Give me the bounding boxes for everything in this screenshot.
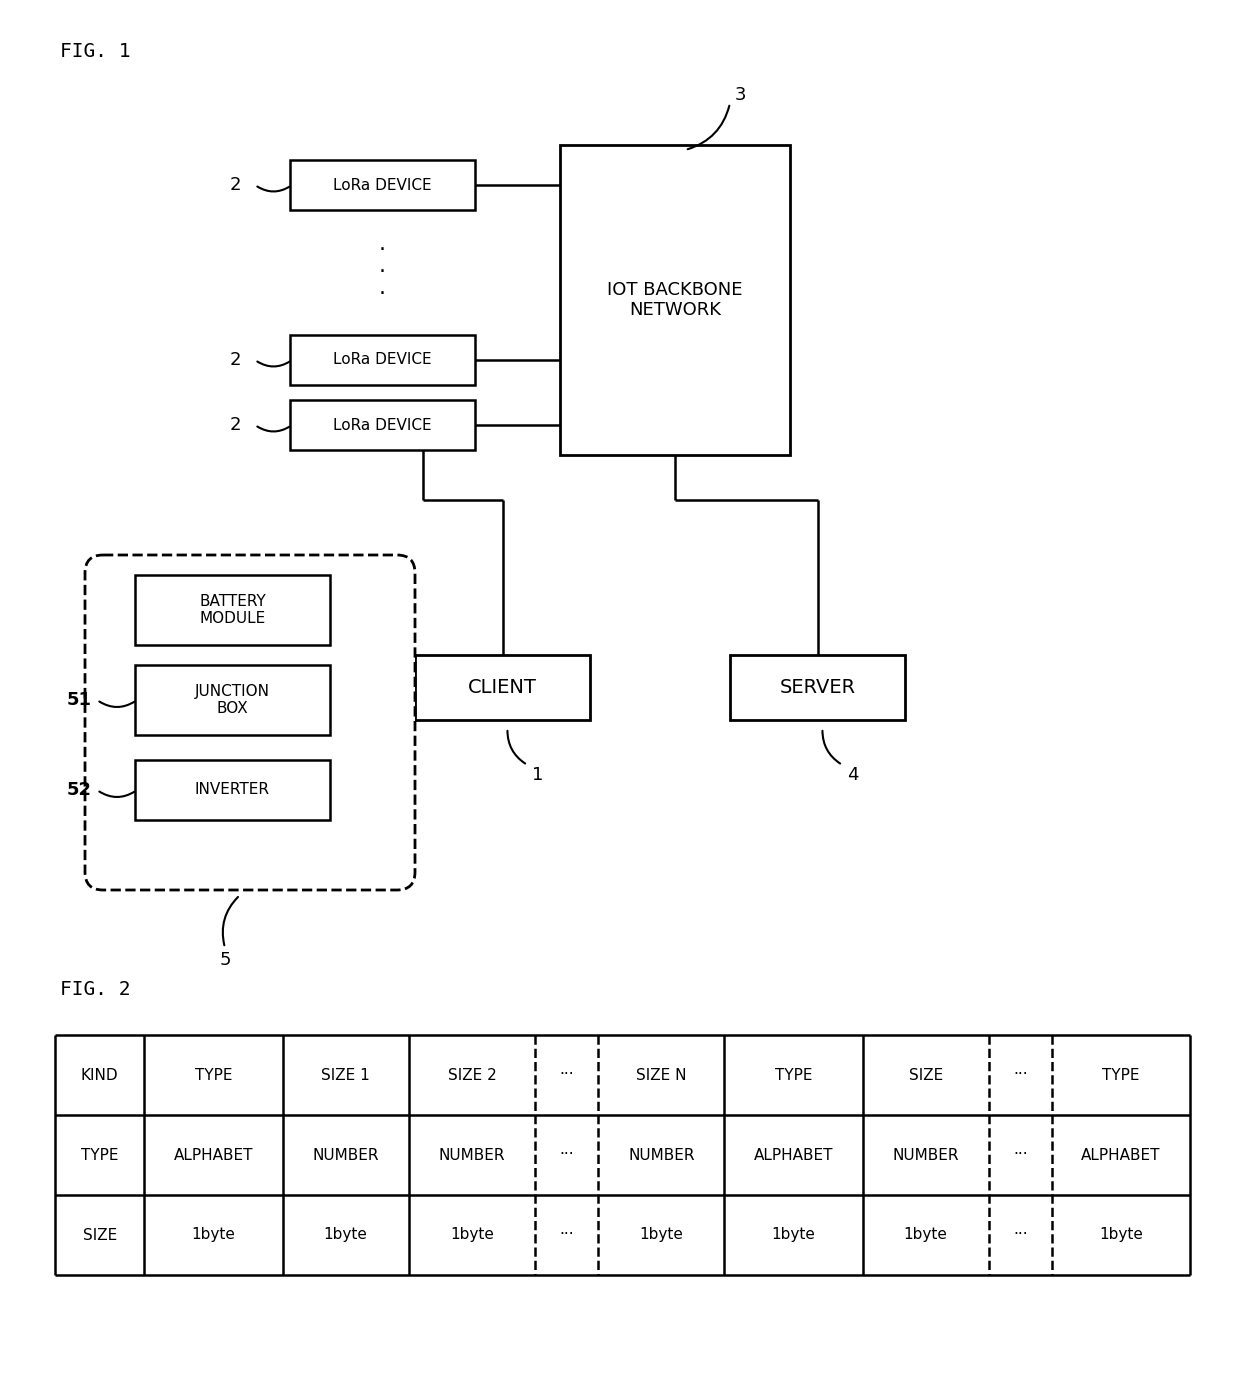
Text: 52: 52 <box>67 781 92 799</box>
Text: KIND: KIND <box>81 1067 119 1082</box>
Bar <box>415 655 590 719</box>
Text: ···: ··· <box>559 1227 574 1243</box>
Text: SIZE N: SIZE N <box>636 1067 687 1082</box>
Text: ·: · <box>379 240 386 261</box>
Text: SIZE: SIZE <box>83 1227 117 1243</box>
Bar <box>135 665 330 735</box>
Text: 1: 1 <box>532 766 544 784</box>
Text: 1byte: 1byte <box>324 1227 367 1243</box>
Text: 1byte: 1byte <box>904 1227 947 1243</box>
Text: 5: 5 <box>219 951 231 969</box>
Text: ALPHABET: ALPHABET <box>1081 1148 1161 1163</box>
Bar <box>290 335 475 384</box>
Text: JUNCTION
BOX: JUNCTION BOX <box>195 684 270 717</box>
Text: ···: ··· <box>559 1067 574 1082</box>
Text: ALPHABET: ALPHABET <box>754 1148 833 1163</box>
Text: FIG. 2: FIG. 2 <box>60 980 130 1000</box>
Text: 2: 2 <box>229 176 242 194</box>
Text: INVERTER: INVERTER <box>195 783 270 798</box>
Text: LoRa DEVICE: LoRa DEVICE <box>334 353 432 368</box>
Text: ···: ··· <box>559 1148 574 1163</box>
Text: 1byte: 1byte <box>191 1227 236 1243</box>
Text: 3: 3 <box>735 86 746 104</box>
Text: TYPE: TYPE <box>81 1148 119 1163</box>
Text: 1byte: 1byte <box>640 1227 683 1243</box>
Text: NUMBER: NUMBER <box>312 1148 379 1163</box>
Text: 1byte: 1byte <box>771 1227 816 1243</box>
Text: ·: · <box>379 262 386 283</box>
Bar <box>290 400 475 450</box>
Text: NUMBER: NUMBER <box>439 1148 505 1163</box>
Text: ···: ··· <box>1013 1148 1028 1163</box>
Text: ···: ··· <box>1013 1227 1028 1243</box>
Text: ·: · <box>379 284 386 305</box>
Text: SERVER: SERVER <box>780 678 856 697</box>
Text: LoRa DEVICE: LoRa DEVICE <box>334 177 432 192</box>
Bar <box>290 161 475 210</box>
Text: SIZE: SIZE <box>909 1067 942 1082</box>
Text: NUMBER: NUMBER <box>627 1148 694 1163</box>
Text: 51: 51 <box>67 691 92 708</box>
Text: IOT BACKBONE
NETWORK: IOT BACKBONE NETWORK <box>608 280 743 320</box>
Text: TYPE: TYPE <box>775 1067 812 1082</box>
Text: 1byte: 1byte <box>1099 1227 1143 1243</box>
Text: SIZE 2: SIZE 2 <box>448 1067 496 1082</box>
Bar <box>135 761 330 820</box>
Bar <box>730 655 905 719</box>
Bar <box>560 146 790 454</box>
Text: 4: 4 <box>847 766 859 784</box>
Text: 1byte: 1byte <box>450 1227 494 1243</box>
Text: TYPE: TYPE <box>1102 1067 1140 1082</box>
Bar <box>135 575 330 645</box>
Text: SIZE 1: SIZE 1 <box>321 1067 370 1082</box>
Text: ···: ··· <box>1013 1067 1028 1082</box>
Text: CLIENT: CLIENT <box>467 678 537 697</box>
Text: FIG. 1: FIG. 1 <box>60 43 130 60</box>
Text: TYPE: TYPE <box>195 1067 232 1082</box>
Text: 2: 2 <box>229 416 242 434</box>
Text: ALPHABET: ALPHABET <box>174 1148 253 1163</box>
Text: 2: 2 <box>229 351 242 369</box>
Text: NUMBER: NUMBER <box>893 1148 959 1163</box>
FancyBboxPatch shape <box>86 555 415 890</box>
Text: BATTERY
MODULE: BATTERY MODULE <box>200 593 265 626</box>
Text: LoRa DEVICE: LoRa DEVICE <box>334 417 432 432</box>
